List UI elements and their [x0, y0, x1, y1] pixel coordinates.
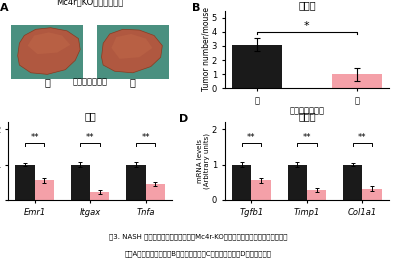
Y-axis label: mRNA levels
(Arbitrary units): mRNA levels (Arbitrary units) [197, 133, 211, 189]
Polygon shape [111, 34, 152, 59]
Bar [97, 25, 169, 79]
Text: D: D [179, 114, 188, 124]
Bar [252, 181, 270, 200]
Bar [127, 165, 145, 200]
Bar [307, 190, 326, 200]
Bar [15, 165, 35, 200]
Polygon shape [18, 28, 80, 74]
Bar [145, 184, 165, 200]
X-axis label: タキシフォリン: タキシフォリン [289, 106, 324, 115]
Text: 図3. NASH 関連肝がんモデルマウス（Mc4r-KO）に対するタキシフォリンの影響: 図3. NASH 関連肝がんモデルマウス（Mc4r-KO）に対するタキシフォリン… [109, 234, 288, 240]
Polygon shape [101, 29, 162, 73]
Bar [332, 74, 382, 88]
Polygon shape [28, 32, 70, 54]
Bar [343, 165, 362, 200]
Bar [90, 192, 109, 200]
Bar [71, 165, 90, 200]
Bar [288, 165, 307, 200]
Text: **: ** [30, 133, 39, 142]
Text: **: ** [358, 133, 367, 142]
Text: *: * [304, 21, 310, 31]
Text: **: ** [141, 133, 150, 142]
Text: **: ** [86, 133, 94, 142]
Text: A: A [0, 3, 8, 13]
Title: 線維化: 線維化 [298, 111, 316, 122]
Bar [362, 189, 382, 200]
Title: 炎症: 炎症 [84, 111, 96, 122]
Text: タキシフォリン: タキシフォリン [73, 78, 108, 87]
Bar [232, 44, 282, 88]
Text: **: ** [303, 133, 311, 142]
Text: －: － [44, 77, 50, 87]
Bar [35, 181, 54, 200]
Text: ＋: ＋ [130, 77, 136, 87]
Text: B: B [192, 3, 200, 13]
Text: （A）肝臓の写真　（B）腫瑞の数　（C）炎症指標　（D）線維化指標: （A）肝臓の写真 （B）腫瑞の数 （C）炎症指標 （D）線維化指標 [125, 250, 272, 257]
Bar [232, 165, 252, 200]
Bar [11, 25, 83, 79]
Text: **: ** [247, 133, 256, 142]
Title: 腫瑞数: 腫瑞数 [298, 0, 316, 10]
Text: Mc4r－KOマウスの肝臓: Mc4r－KOマウスの肝臓 [56, 0, 124, 6]
Y-axis label: Tumor number/mouse: Tumor number/mouse [201, 7, 210, 92]
